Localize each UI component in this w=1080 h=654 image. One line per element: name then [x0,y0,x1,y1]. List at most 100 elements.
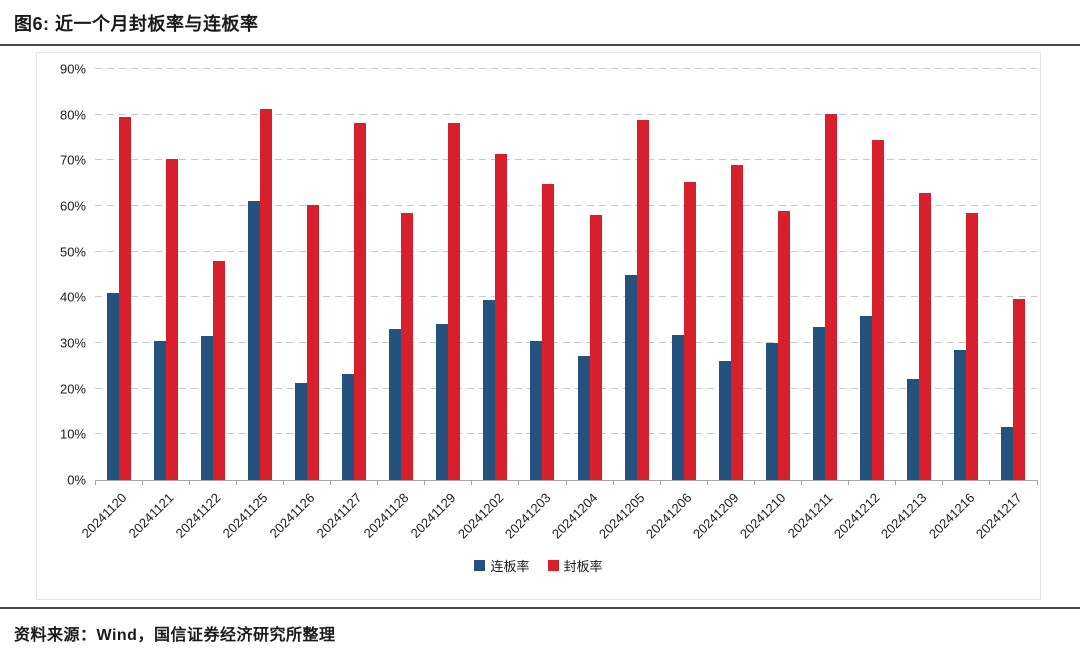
bar-group-20241213 [896,69,943,480]
y-axis-tick-label: 60% [59,198,86,214]
bar-lianbanlv-20241129 [436,323,449,480]
x-axis-tick [801,480,802,485]
bar-lianbanlv-20241206 [671,335,684,480]
x-axis-tick [141,480,143,485]
x-axis-tick [612,480,614,485]
x-axis-tick [377,480,379,485]
bar-fengbanlv-20241203 [542,184,555,480]
x-axis-tick [848,480,850,485]
x-axis-tick [565,480,567,485]
gridline [95,250,1037,252]
bar-fengbanlv-20241126 [306,204,319,480]
x-axis-label: 20241206 [642,490,695,542]
bar-lianbanlv-20241205 [624,274,637,480]
gridline [95,296,1037,298]
bar-group-20241127 [331,69,378,480]
x-axis-label: 20241129 [408,490,459,541]
x-axis-label: 20241212 [831,490,883,542]
gridline [95,205,1037,207]
bar-fengbanlv-20241205 [636,120,649,480]
x-axis-label: 20241204 [548,490,601,542]
legend-label: 连板率 [490,559,530,574]
x-axis-label: 20241125 [219,490,271,541]
x-axis-tick [424,480,426,485]
gridline [95,113,1037,115]
bar-group-20241128 [378,69,425,480]
bar-fengbanlv-20241204 [589,215,602,480]
bar-lianbanlv-20241202 [483,299,496,480]
bar-fengbanlv-20241212 [872,139,885,480]
bar-lianbanlv-20241125 [247,200,260,480]
bar-group-20241211 [802,69,849,480]
bar-fengbanlv-20241127 [354,122,367,480]
x-axis-label: 20241217 [972,490,1025,542]
page-title: 图6: 近一个月封板率与连板率 [14,14,259,34]
bar-fengbanlv-20241128 [401,212,414,480]
bar-fengbanlv-20241129 [448,123,461,480]
x-axis-label: 20241209 [689,490,742,542]
x-axis-tick [188,480,190,485]
source-note: 资料来源：Wind，国信证券经济研究所整理 [14,627,336,644]
bar-fengbanlv-20241209 [730,164,743,480]
bar-lianbanlv-20241127 [342,373,355,480]
x-axis-tick [235,480,237,485]
legend-item-lianbanlv: 连板率 [474,556,530,575]
x-axis-label: 20241205 [595,490,648,542]
y-axis-tick-label: 0% [67,472,86,488]
bar-group-20241126 [283,69,330,480]
y-axis-tick-label: 10% [59,426,86,442]
bar-lianbanlv-20241212 [860,315,873,480]
x-axis-label: 20241210 [737,490,789,542]
y-axis-tick-label: 80% [59,107,86,123]
bar-group-20241206 [660,69,707,480]
x-axis-tick [706,480,708,485]
gridline [95,433,1037,435]
bar-fengbanlv-20241125 [259,109,272,480]
bar-lianbanlv-20241120 [106,293,119,480]
bar-fengbanlv-20241211 [825,114,838,480]
bar-lianbanlv-20241211 [813,326,826,480]
bar-group-20241217 [990,69,1037,480]
x-axis-label: 20241122 [172,490,224,541]
bar-group-20241203 [519,69,566,480]
gridline [95,342,1037,344]
plot-area: 0% 10% 20% 30% 40% 50% 60% 70% 80% 90% 20241120 202… [60,62,1038,542]
x-axis-tick [518,480,520,485]
bar-fengbanlv-20241120 [118,117,131,480]
legend: 连板率 封板率 [37,556,1040,575]
gridline [95,159,1037,161]
x-axis-tick [94,480,96,485]
x-axis-label: 20241216 [925,490,977,542]
bar-fengbanlv-20241202 [495,153,508,480]
bar-lianbanlv-20241217 [1001,426,1014,480]
bar-lianbanlv-20241213 [907,378,920,480]
x-axis-label: 20241128 [360,490,412,541]
gridline [95,387,1037,389]
bar-fengbanlv-20241210 [777,211,790,480]
x-axis-label: 20241211 [784,490,836,541]
bar-lianbanlv-20241122 [200,335,213,480]
x-axis-label: 20241203 [501,490,554,542]
x-axis-tick [895,480,897,485]
bar-lianbanlv-20241121 [153,341,166,480]
bar-group-20241125 [236,69,283,480]
legend-label: 封板率 [563,559,603,574]
y-axis-tick-label: 70% [59,152,86,168]
x-axis-label: 20241202 [454,490,506,542]
bar-lianbanlv-20241216 [954,350,967,480]
x-axis-label: 20241120 [78,490,130,541]
bar-fengbanlv-20241217 [1013,298,1026,480]
x-axis-tick [753,480,755,485]
x-axis-tick [659,480,661,485]
y-axis-tick-label: 20% [59,381,86,397]
y-axis-tick-label: 30% [59,335,86,351]
bar-group-20241120 [95,69,142,480]
bar-lianbanlv-20241204 [577,356,590,480]
y-axis-tick-label: 90% [59,61,86,77]
chart-container: 0% 10% 20% 30% 40% 50% 60% 70% 80% 90% 20241120 202… [36,52,1041,600]
y-axis-tick-label: 40% [59,289,86,305]
bar-group-20241121 [142,69,189,480]
x-axis-label: 20241213 [878,490,930,542]
bar-group-20241202 [472,69,519,480]
x-axis-tick [989,480,991,485]
